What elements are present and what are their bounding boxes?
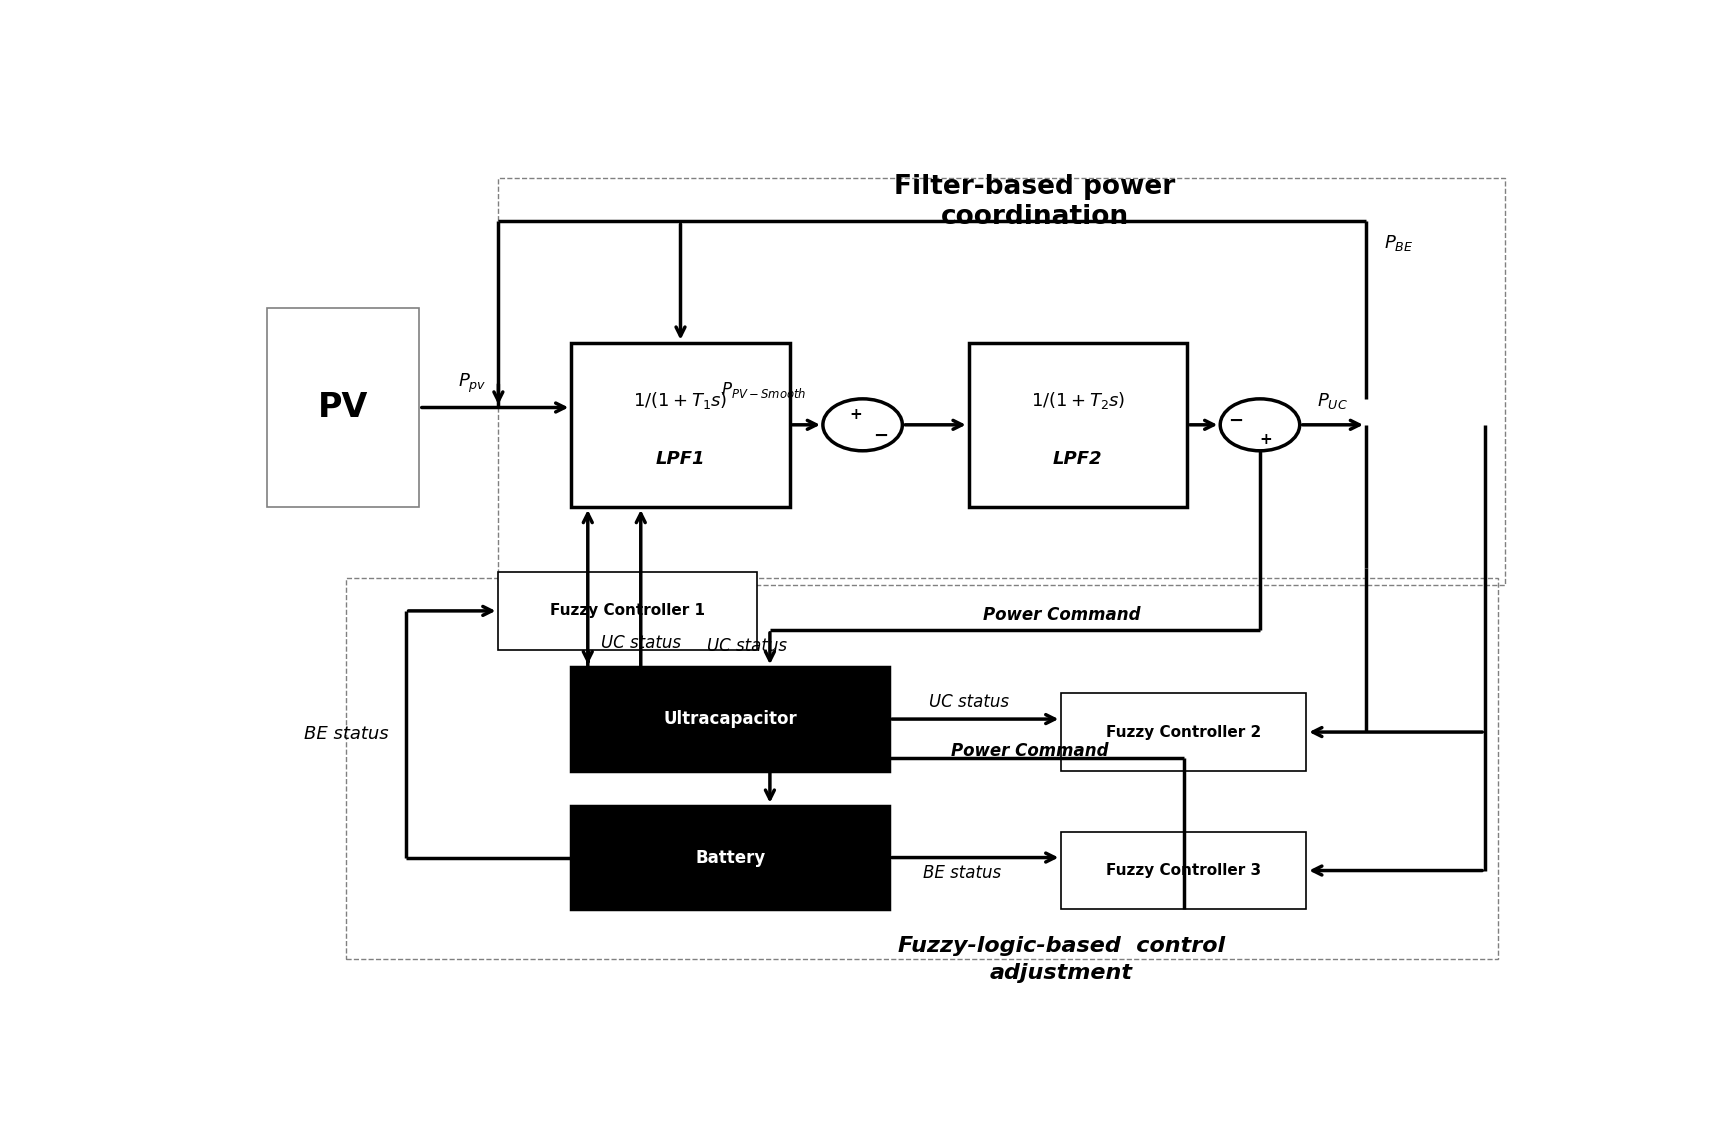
Text: Filter-based power: Filter-based power [894, 174, 1176, 200]
Text: $P_{BE}$: $P_{BE}$ [1384, 233, 1413, 253]
Text: BE status: BE status [304, 725, 388, 743]
Text: Ultracapacitor: Ultracapacitor [663, 710, 796, 728]
Text: $1/(1+T_2s)$: $1/(1+T_2s)$ [1031, 390, 1125, 411]
Bar [499, 572, 757, 650]
Text: Fuzzy-logic-based  control: Fuzzy-logic-based control [897, 936, 1225, 955]
Text: Fuzzy Controller 1: Fuzzy Controller 1 [550, 604, 706, 618]
Text: PV: PV [318, 391, 367, 424]
Bar [571, 343, 790, 507]
Text: BE status: BE status [923, 864, 1001, 882]
Text: −: − [1229, 413, 1244, 430]
Text: UC status: UC status [928, 692, 1008, 710]
Bar [1061, 694, 1306, 771]
Circle shape [1220, 399, 1301, 451]
Text: $1/(1+T_1s)$: $1/(1+T_1s)$ [634, 390, 728, 411]
Bar [499, 179, 1506, 584]
Text: Power Command: Power Command [952, 742, 1109, 760]
Bar [1061, 832, 1306, 909]
Bar [267, 308, 419, 507]
Text: Fuzzy Controller 2: Fuzzy Controller 2 [1106, 725, 1261, 740]
Text: $P_{pv}$: $P_{pv}$ [458, 372, 485, 395]
Text: LPF1: LPF1 [656, 451, 706, 469]
Text: $P_{PV-Smooth}$: $P_{PV-Smooth}$ [721, 380, 807, 400]
Text: UC status: UC status [602, 634, 680, 652]
Bar [969, 343, 1188, 507]
Text: Battery: Battery [696, 849, 766, 867]
Bar [345, 578, 1499, 959]
Text: adjustment: adjustment [990, 962, 1133, 982]
Circle shape [824, 399, 902, 451]
Text: coordination: coordination [940, 205, 1130, 230]
Text: +: + [849, 407, 863, 422]
Bar [571, 806, 889, 909]
Text: $P_{UC}$: $P_{UC}$ [1318, 390, 1348, 410]
Bar [571, 668, 889, 771]
Text: +: + [1260, 432, 1271, 447]
Text: UC status: UC status [708, 636, 786, 654]
Text: −: − [873, 427, 889, 445]
Text: LPF2: LPF2 [1053, 451, 1102, 469]
Text: Power Command: Power Command [983, 606, 1140, 624]
Text: Fuzzy Controller 3: Fuzzy Controller 3 [1106, 863, 1261, 878]
